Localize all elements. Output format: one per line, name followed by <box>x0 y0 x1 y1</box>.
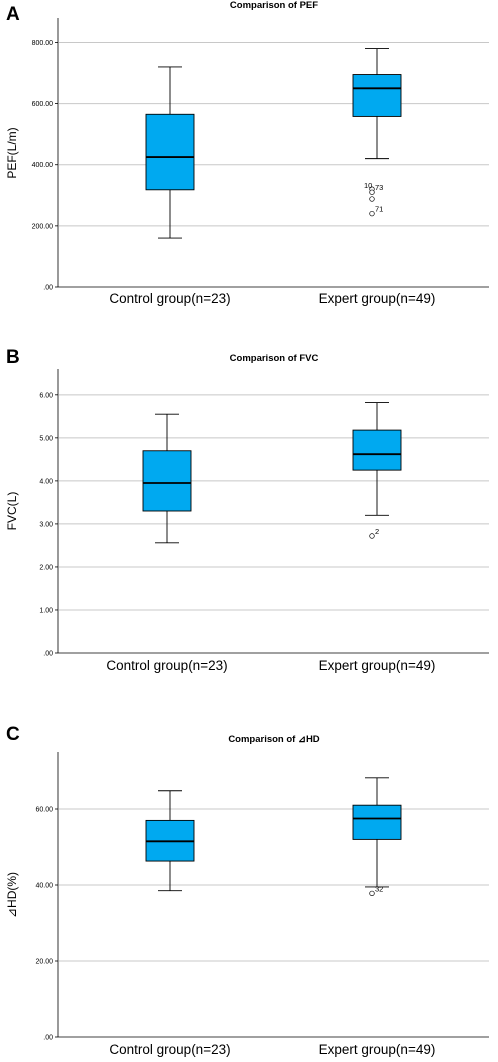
outlier-label: 10 <box>364 181 372 190</box>
y-tick-label: 5.00 <box>39 435 53 442</box>
category-label: Expert group(n=49) <box>319 658 436 673</box>
y-tick-label: .00 <box>43 285 53 292</box>
category-label: Expert group(n=49) <box>319 1042 436 1057</box>
category-label: Control group(n=23) <box>106 658 227 673</box>
box-expert: 32 <box>352 777 402 897</box>
outlier-label: 32 <box>375 884 383 893</box>
y-tick-label: 20.00 <box>35 959 53 966</box>
box-body <box>352 74 402 117</box>
y-tick-label: .00 <box>43 1035 53 1042</box>
category-label: Expert group(n=49) <box>319 291 436 306</box>
chart-title: Comparison of ⊿HD <box>228 734 319 745</box>
outlier-point <box>369 210 375 217</box>
panel-letter: C <box>6 724 20 745</box>
y-tick-label: 400.00 <box>32 162 54 169</box>
y-tick-label: 600.00 <box>32 101 54 108</box>
box-body <box>145 113 195 191</box>
outlier-label: 73 <box>375 183 383 192</box>
y-tick-label: 60.00 <box>35 807 53 814</box>
chart-panel-b: B Comparison of FVC .00 1.00 2.00 3.00 4.00 5.0… <box>5 347 489 673</box>
y-tick-label: 800.00 <box>32 40 54 47</box>
y-tick-label: 6.00 <box>39 392 53 399</box>
y-tick-label: .00 <box>43 651 53 658</box>
panel-letter: A <box>6 4 20 25</box>
box-expert: 10 73 71 <box>352 48 402 217</box>
outlier-point <box>369 189 375 195</box>
y-axis-label: ⊿HD(%) <box>5 872 19 918</box>
outlier-point <box>369 533 375 539</box>
y-tick-label: 2.00 <box>39 564 53 571</box>
box-body <box>352 804 402 840</box>
box-control <box>145 66 195 239</box>
y-tick-label: 4.00 <box>39 478 53 485</box>
outlier-point <box>369 890 375 897</box>
y-tick-label: 1.00 <box>39 607 53 614</box>
chart-panel-a: A Comparison of PEF .00 200.00 400.00 600.00 8… <box>5 0 489 306</box>
category-label: Control group(n=23) <box>109 1042 230 1057</box>
y-tick-label: 3.00 <box>39 521 53 528</box>
panel-letter: B <box>6 347 20 368</box>
chart-title: Comparison of PEF <box>230 0 318 11</box>
y-axis-label: FVC(L) <box>5 492 19 531</box>
outlier-point <box>369 196 375 202</box>
outlier-label: 71 <box>375 205 383 214</box>
box-body <box>142 450 192 512</box>
chart-panel-c: C Comparison of ⊿HD .00 20.00 40.00 60.00 ⊿HD(… <box>5 724 489 1057</box>
box-control <box>145 790 195 892</box>
box-expert: 2 <box>352 402 402 539</box>
box-body <box>352 429 402 471</box>
box-control <box>142 413 192 544</box>
y-tick-label: 40.00 <box>35 883 53 890</box>
y-tick-label: 200.00 <box>32 223 54 230</box>
y-axis-label: PEF(L/m) <box>5 127 19 178</box>
outlier-label: 2 <box>375 527 379 536</box>
chart-title: Comparison of FVC <box>230 353 319 364</box>
category-label: Control group(n=23) <box>109 291 230 306</box>
